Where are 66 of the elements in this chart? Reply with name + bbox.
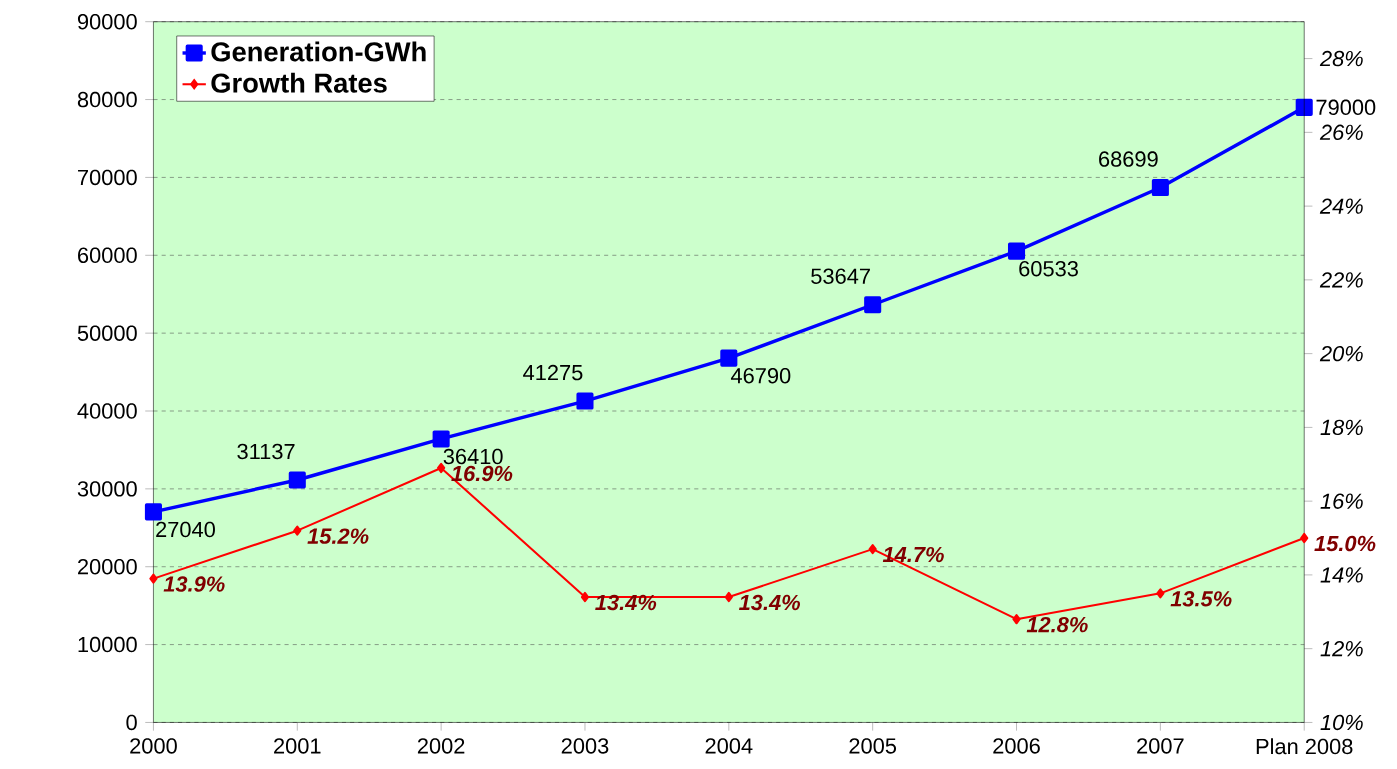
point (1012, 614, 1021, 625)
point (288, 471, 306, 489)
data-label: 46790 (730, 368, 791, 384)
data-label: 16.9% (451, 465, 513, 482)
point (868, 544, 877, 555)
point (1300, 532, 1309, 544)
point (432, 430, 450, 448)
point (720, 349, 738, 367)
data-label: 79000 (1316, 99, 1376, 116)
data-label: 27040 (156, 521, 215, 538)
x-tick-label: 2002 (417, 738, 465, 754)
data-label: 36410 (443, 448, 503, 465)
x-tick-label: 2001 (274, 738, 321, 754)
y2-tick-label: 12% (1320, 641, 1363, 657)
point (149, 573, 158, 584)
data-label: 13.4% (739, 594, 801, 611)
y2-tick-label: 24% (1319, 198, 1363, 214)
y-tick-label: 40000 (77, 403, 137, 419)
point (1295, 98, 1313, 116)
data-label: 13.9% (163, 576, 225, 592)
y-tick-label: 0 (126, 714, 137, 731)
data-label: 15.0% (1314, 535, 1376, 552)
point (724, 592, 733, 603)
x-tick-label: 2007 (1137, 738, 1184, 754)
data-label: 12.8% (1026, 616, 1088, 633)
y-tick-label: 10000 (78, 636, 137, 653)
y2-tick-label: 18% (1320, 419, 1363, 436)
x-tick-label: 2000 (130, 738, 177, 754)
y-tick-label: 70000 (78, 169, 137, 186)
data-label: 13.4% (595, 594, 657, 611)
y2-tick-label: 14% (1320, 567, 1363, 583)
data-label: 53647 (811, 268, 870, 285)
y-tick-label: 50000 (77, 325, 137, 341)
y-tick-label: 60000 (78, 247, 137, 264)
data-label: 68699 (1099, 151, 1158, 167)
y2-tick-label: 10% (1320, 714, 1363, 731)
x-tick-label: 2004 (705, 738, 753, 754)
y2-tick-label: 20% (1319, 345, 1363, 362)
y2-tick-label: 26% (1319, 124, 1363, 141)
data-label: 41275 (523, 364, 583, 381)
y-tick-label: 90000 (77, 14, 137, 30)
x-tick-label: 2005 (849, 738, 897, 754)
x-tick-label: 2006 (993, 738, 1040, 754)
y2-tick-label: 22% (1319, 272, 1363, 288)
point (293, 525, 302, 536)
point (1151, 179, 1169, 197)
data-label: 15.2% (307, 528, 369, 544)
legend-label: Growth Rates (211, 72, 387, 93)
y-tick-label: 80000 (77, 91, 137, 108)
x-tick-label: Plan 2008 (1256, 738, 1353, 755)
y-tick-label: 30000 (77, 481, 137, 497)
point (144, 503, 162, 521)
point (576, 392, 594, 410)
point (1007, 242, 1026, 260)
data-label: 31137 (237, 443, 295, 460)
point (580, 592, 590, 603)
data-label: 14.7% (882, 546, 944, 563)
y2-tick-label: 28% (1319, 50, 1363, 67)
data-label: 13.5% (1170, 591, 1232, 607)
point (1156, 588, 1165, 599)
legend-label: Generation-GWh (211, 41, 426, 62)
y2-tick-label: 16% (1320, 493, 1363, 509)
y-tick-label: 20000 (78, 559, 137, 575)
x-tick-label: 2003 (561, 738, 609, 754)
data-label: 60533 (1019, 261, 1078, 277)
point (864, 296, 882, 314)
